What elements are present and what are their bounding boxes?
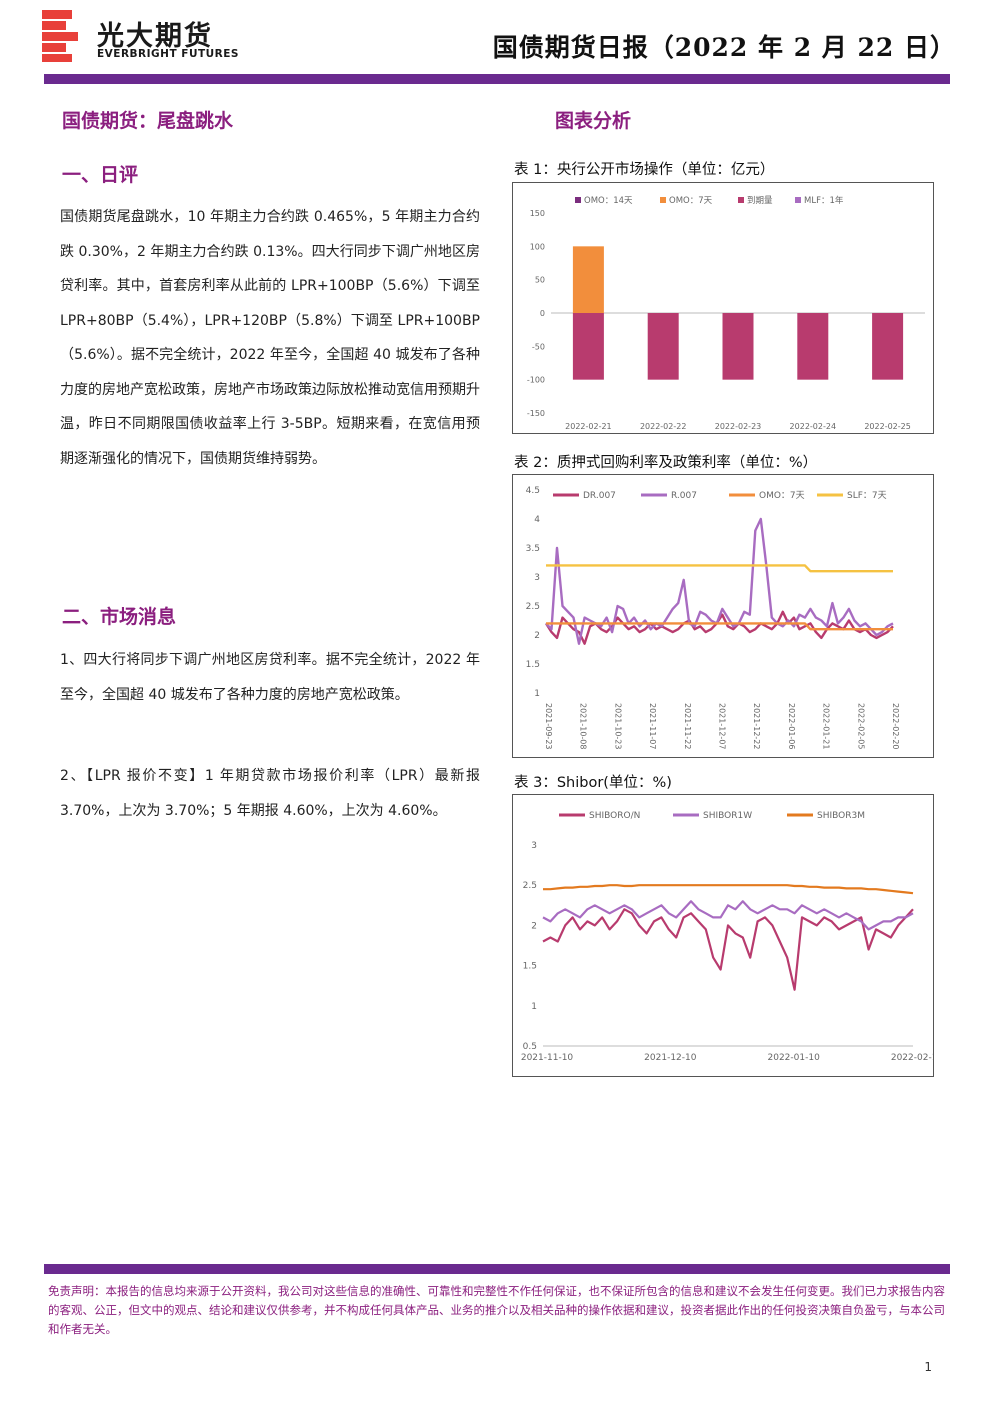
chart2-ytick-label: 1 [534, 689, 540, 699]
logo-english-name: EVERBRIGHT FUTURES [97, 48, 239, 60]
chart3-ytick-label: 0.5 [523, 1042, 537, 1052]
chart1-ytick-label: 100 [530, 242, 545, 251]
chart1-legend-label: OMO：14天 [584, 196, 633, 206]
chart2-xtick-label: 2022-01-21 [822, 703, 831, 750]
chart3-xtick-label: 2021-12-10 [644, 1053, 697, 1063]
chart1-svg: 150 100 50 0 -50 -100 -150 2022-02-21 2022-02-22… [527, 195, 925, 431]
chart3-ytick-label: 1 [531, 1002, 537, 1012]
chart3-series-line [542, 900, 914, 931]
chart1-legend-swatch [795, 197, 801, 203]
chart3-ytick-label: 1.5 [523, 962, 537, 972]
chart3-legend-label: SHIBORO/N [589, 811, 640, 821]
disclaimer-text: 免责声明：本报告的信息均来源于公开资料，我公司对这些信息的准确性、可靠性和完整性… [48, 1284, 945, 1336]
news-item-2: 2、【LPR 报价不变】1 年期贷款市场报价利率（LPR）最新报 3.70%，上… [60, 768, 480, 819]
chart1-bar [722, 313, 754, 380]
chart1-bar [572, 246, 604, 313]
chart2-xtick-label: 2021-12-22 [752, 703, 761, 750]
chart1-legend-swatch [660, 197, 666, 203]
chart3-ytick-label: 3 [531, 841, 537, 851]
chart2-xtick-label: 2022-02-05 [856, 703, 865, 750]
chart1-legend-label: MLF：1年 [804, 195, 844, 206]
chart1-omo-operations: 150 100 50 0 -50 -100 -150 2022-02-21 2022-02-22… [512, 182, 934, 434]
chart1-bar [572, 313, 604, 380]
chart2-legend-label: R.007 [671, 491, 697, 501]
logo-chinese-name: 光大期货 [97, 21, 213, 52]
chart1-ytick-label: -50 [532, 342, 545, 351]
chart2-legend-label: OMO：7天 [759, 491, 805, 501]
chart2-xtick-label: 2021-11-22 [683, 703, 692, 750]
chart3-xtick-label: 2022-02-10 [891, 1053, 933, 1063]
chart1-ytick-label: -100 [527, 376, 545, 385]
chart2-ytick-label: 3.5 [526, 544, 540, 554]
chart2-series-line [546, 622, 893, 631]
chart1-bar [647, 313, 679, 380]
chart2-xtick-label: 2021-12-07 [718, 703, 727, 750]
chart1-bar [872, 313, 904, 380]
chart2-ytick-label: 2 [534, 631, 540, 641]
company-logo-icon [42, 10, 80, 62]
chart3-xtick-label: 2021-11-10 [521, 1053, 574, 1063]
chart2-legend-label: SLF：7天 [847, 491, 887, 501]
chart1-legend-label: OMO：7天 [669, 196, 713, 206]
chart1-legend-swatch [738, 197, 744, 203]
chart1-xtick-label: 2022-02-25 [864, 422, 911, 431]
section-market-news-title: 二、市场消息 [62, 606, 177, 628]
daily-review-text: 国债期货尾盘跳水，10 年期主力合约跌 0.465%，5 年期主力合约跌 0.3… [60, 209, 480, 467]
chart3-series-line [542, 908, 914, 991]
chart1-bar [797, 313, 829, 380]
chart2-ytick-label: 1.5 [526, 660, 540, 670]
chart3-legend-label: SHIBOR1W [703, 811, 752, 821]
chart2-xtick-label: 2021-09-23 [544, 703, 553, 750]
chart1-xtick-label: 2022-02-24 [790, 422, 837, 431]
chart1-xtick-label: 2022-02-22 [640, 422, 687, 431]
footer-divider [44, 1264, 950, 1274]
chart3-shibor: 3 2.5 2 1.5 1 0.5 2021-11-10 2021-12-10 2022-01-… [512, 794, 944, 1077]
chart1-ytick-label: 150 [530, 209, 545, 218]
report-title: 国债期货日报（2022 年 2 月 22 日） [492, 33, 956, 62]
chart2-xtick-label: 2021-11-07 [648, 703, 657, 750]
chart1-ytick-label: 50 [535, 276, 545, 285]
chart2-legend-label: DR.007 [583, 491, 616, 501]
chart1-ytick-label: 0 [540, 309, 545, 318]
chart3-legend-label: SHIBOR3M [817, 811, 865, 821]
chart1-xtick-label: 2022-02-23 [715, 422, 762, 431]
chart2-xtick-label: 2022-01-06 [787, 703, 796, 750]
chart2-svg: 4.5 4 3.5 3 2.5 2 1.5 1 2021-09-23 2021-10-08 2021… [526, 486, 900, 750]
header-divider [44, 74, 950, 84]
chart3-series-line [543, 884, 914, 895]
chart2-ytick-label: 4 [534, 515, 540, 525]
chart1-legend-swatch [575, 197, 581, 203]
chart3-ytick-label: 2 [531, 921, 537, 931]
chart2-ytick-label: 2.5 [526, 602, 540, 612]
chart1-legend-label: 到期量 [747, 196, 773, 206]
chart2-label: 表 2：质押式回购利率及政策利率（单位：%） [514, 455, 818, 471]
news-item-1: 1、四大行将同步下调广州地区房贷利率。据不完全统计，2022 年至今，全国超 4… [60, 652, 480, 703]
chart2-xtick-label: 2022-02-20 [891, 703, 900, 750]
chart2-xtick-label: 2021-10-23 [613, 703, 622, 750]
chart3-xtick-label: 2022-01-10 [768, 1053, 821, 1063]
chart2-xtick-label: 2021-10-08 [579, 703, 588, 750]
chart2-series-line [545, 517, 894, 645]
section-daily-review-title: 一、日评 [62, 164, 139, 186]
charts-section-title: 图表分析 [555, 110, 632, 132]
chart2-repo-rates: 4.5 4 3.5 3 2.5 2 1.5 1 2021-09-23 2021-10-08 2021… [512, 474, 934, 758]
chart1-ytick-label: -150 [527, 409, 545, 418]
chart1-xtick-label: 2022-02-21 [565, 422, 612, 431]
chart3-ytick-label: 2.5 [523, 881, 537, 891]
page-number: 1 [924, 1360, 932, 1374]
chart2-series-line [546, 564, 893, 573]
chart2-ytick-label: 3 [534, 573, 540, 583]
page-title: 国债期货：尾盘跳水 [62, 110, 234, 132]
chart1-label: 表 1：央行公开市场操作（单位：亿元） [514, 162, 775, 178]
chart2-ytick-label: 4.5 [526, 486, 540, 496]
chart3-label: 表 3：Shibor(单位：%) [514, 775, 672, 791]
